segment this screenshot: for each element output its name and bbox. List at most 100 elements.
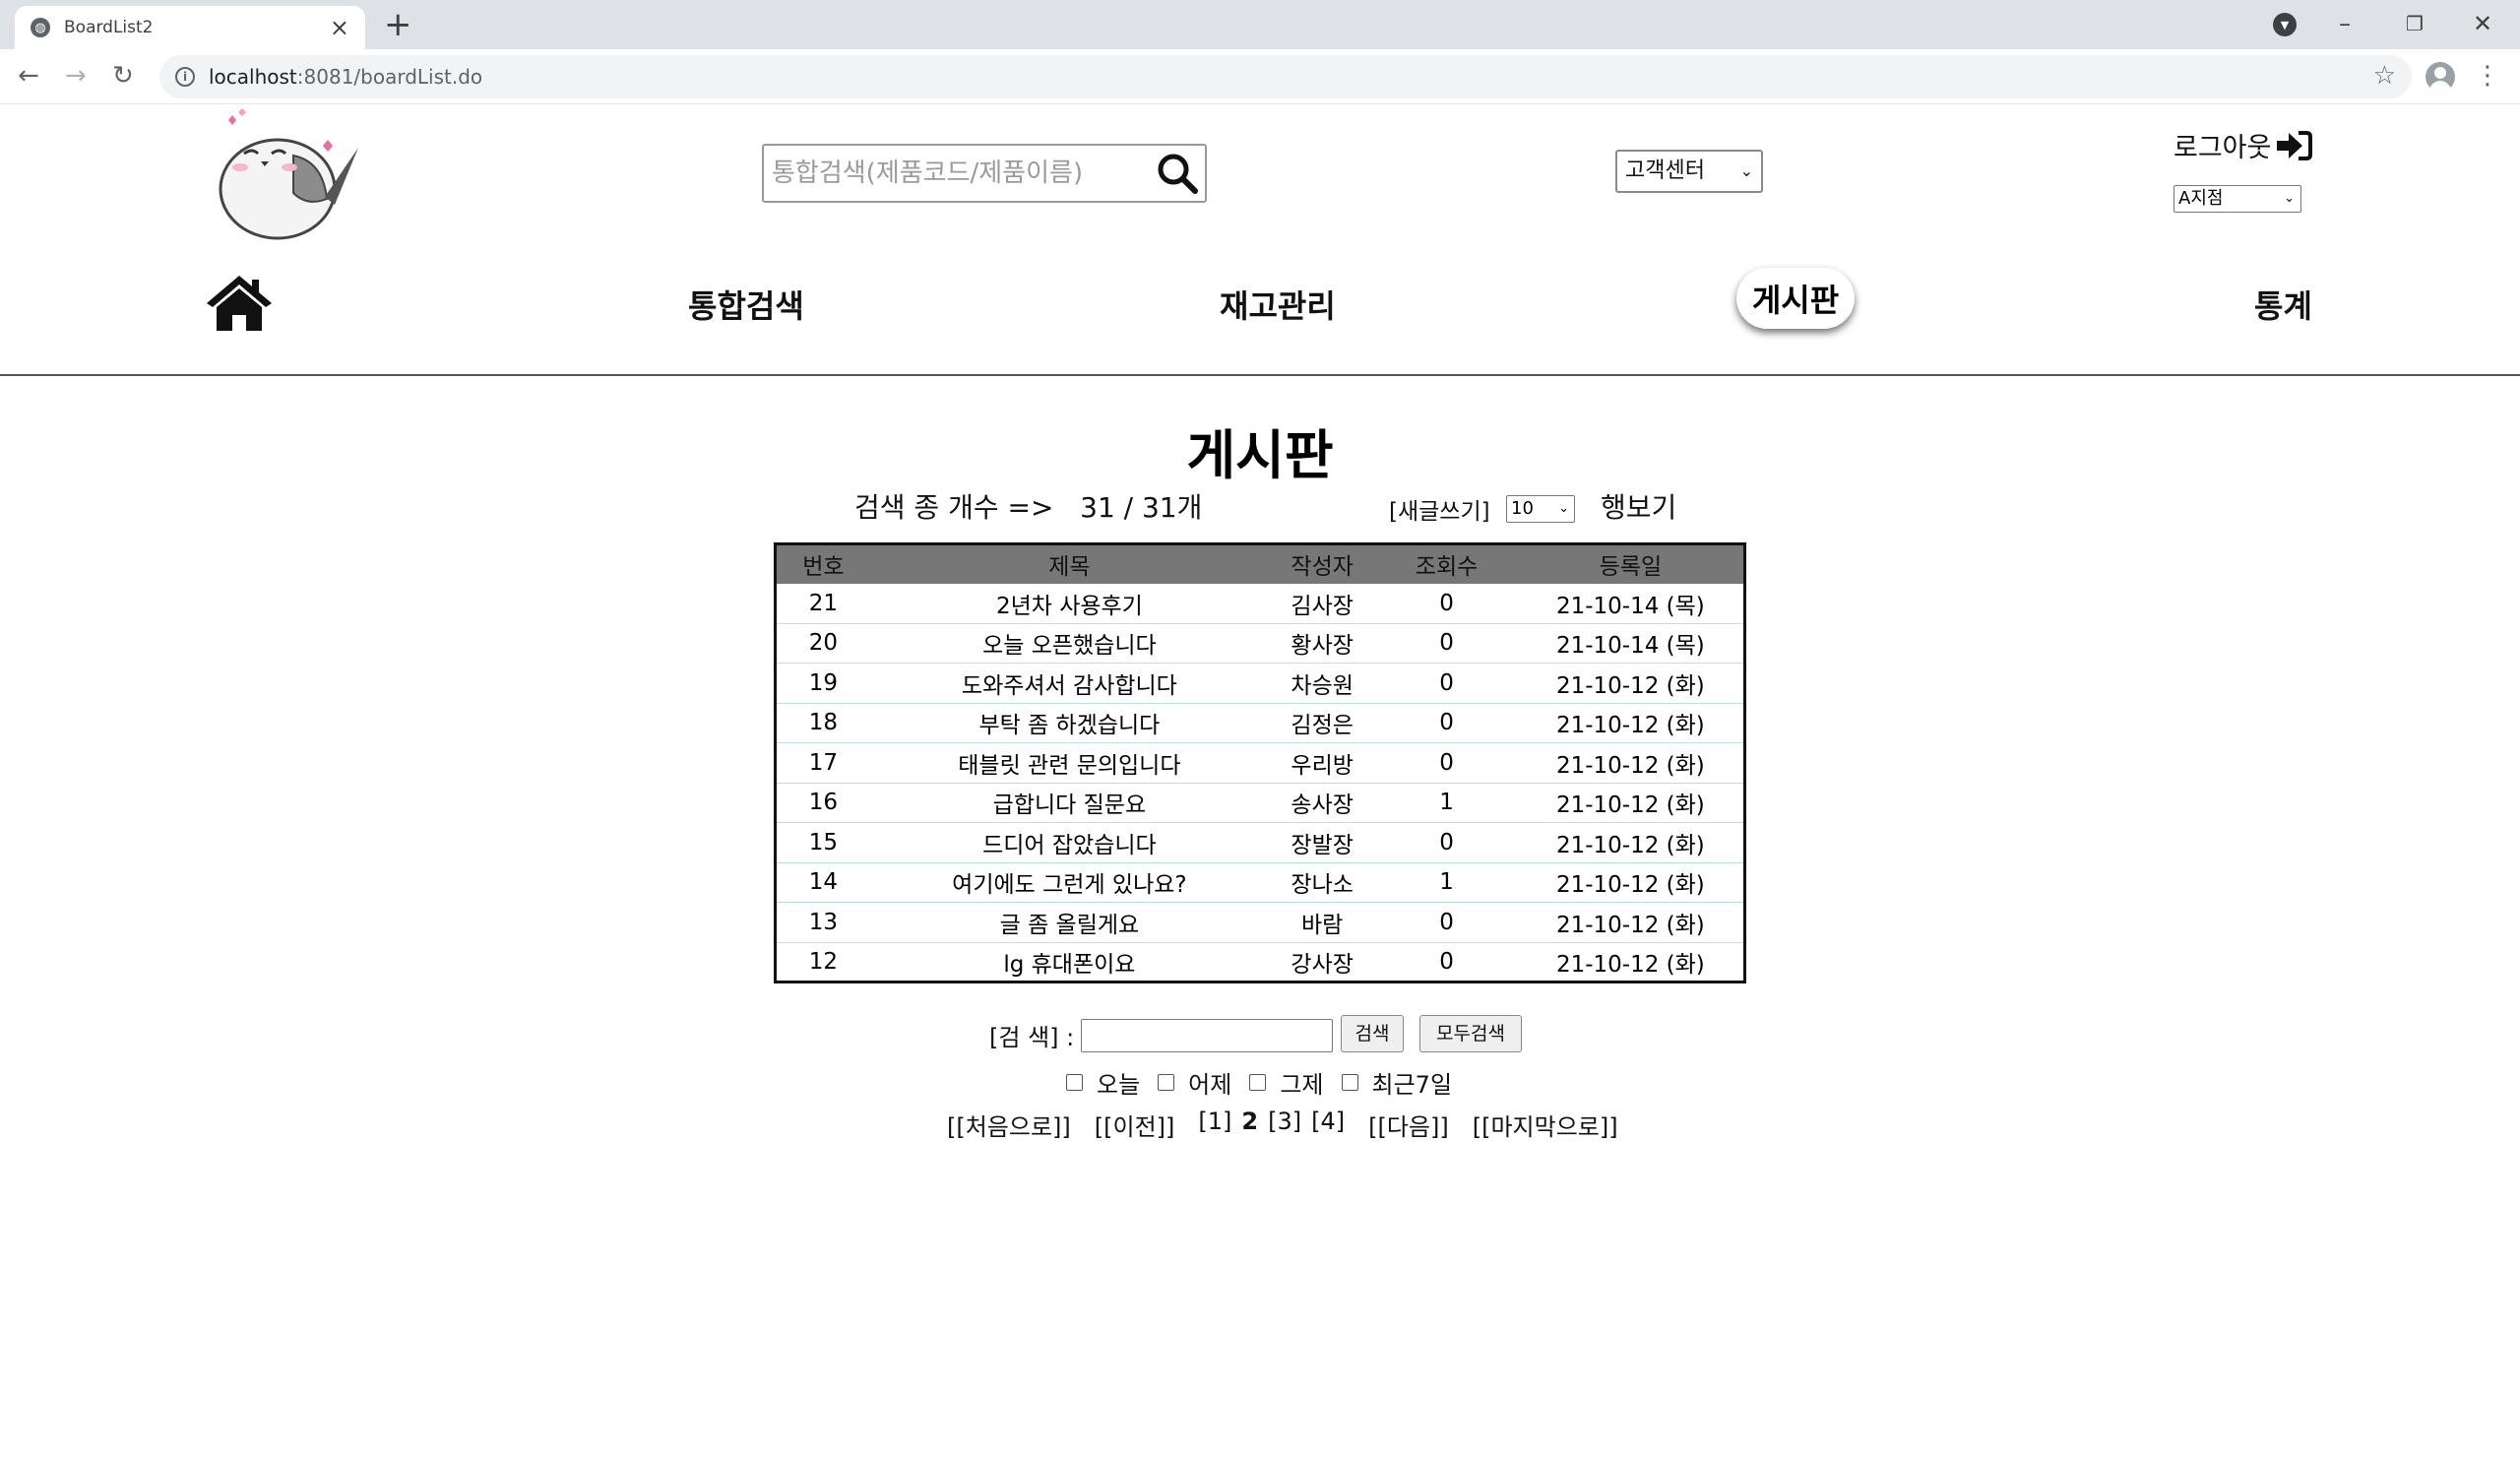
logout-link[interactable]: 로그아웃 <box>2174 126 2313 164</box>
post-views: 0 <box>1439 948 1454 975</box>
new-tab-icon[interactable]: + <box>384 5 412 44</box>
post-date: 21-10-14 (목) <box>1517 583 1745 624</box>
menu-icon[interactable]: ⋮ <box>2475 61 2500 91</box>
post-writer: 차승원 <box>1269 663 1376 704</box>
bookmark-star-icon[interactable]: ☆ <box>2372 61 2396 91</box>
global-search-input[interactable] <box>764 146 1150 201</box>
address-bar[interactable]: i localhost:8081/boardList.do ☆ <box>159 55 2412 98</box>
chevron-down-icon: ⌄ <box>1739 161 1753 180</box>
nav-inventory[interactable]: 재고관리 <box>1220 287 1336 325</box>
checkbox[interactable] <box>1158 1074 1175 1091</box>
post-views: 0 <box>1375 742 1518 784</box>
tab-search-icon[interactable]: ▼ <box>2273 13 2297 36</box>
url-path: :8081/boardList.do <box>296 65 483 89</box>
board-search-input[interactable] <box>1081 1019 1333 1052</box>
col-header-date: 등록일 <box>1517 543 1745 584</box>
reload-icon[interactable]: ↻ <box>112 61 134 91</box>
branch-label: A지점 <box>2178 188 2224 209</box>
profile-icon[interactable] <box>2426 62 2455 92</box>
page-last-link[interactable]: [[마지막으로]] <box>1472 1113 1618 1141</box>
board-table: 번호 제목 작성자 조회수 등록일 21 2년차 사용후기 김사장 0 21-1… <box>774 542 1746 983</box>
table-row: 12 lg 휴대폰이요 강사장 0 21-10-12 (화) <box>776 942 1745 982</box>
post-date: 21-10-12 (화) <box>1517 742 1745 784</box>
post-title-link[interactable]: 부탁 좀 하겠습니다 <box>869 703 1269 743</box>
table-row: 14 여기에도 그런게 있나요? 장나소 1 21-10-12 (화) <box>775 862 1745 903</box>
chevron-down-icon: ⌄ <box>2284 191 2295 206</box>
bird-logo[interactable] <box>207 108 364 246</box>
post-title-link[interactable]: 여기에도 그런게 있나요? <box>869 862 1269 903</box>
post-title-link[interactable]: 글 좀 올릴게요 <box>869 902 1269 943</box>
site-info-icon[interactable]: i <box>175 67 195 87</box>
window-close-icon[interactable]: ✕ <box>2473 10 2493 37</box>
post-writer: 바람 <box>1269 902 1376 943</box>
table-row: 21 2년차 사용후기 김사장 0 21-10-14 (목) <box>775 583 1745 624</box>
tab-title: BoardList2 <box>64 18 154 37</box>
close-tab-icon[interactable]: × <box>329 14 349 41</box>
post-views: 0 <box>1375 623 1518 664</box>
page-next-link[interactable]: [[다음]] <box>1368 1113 1449 1141</box>
table-row: 15 드디어 잡았습니다 장발장 0 21-10-12 (화) <box>775 822 1745 863</box>
restore-icon[interactable]: ❐ <box>2406 12 2424 35</box>
post-number: 15 <box>775 822 870 863</box>
logout-label: 로그아웃 <box>2174 133 2272 163</box>
browser-tab[interactable]: ◍ BoardList2 × <box>15 6 365 49</box>
page-link[interactable]: [1] <box>1198 1108 1232 1135</box>
period-last-7-days[interactable]: 최근7일 <box>1341 1065 1453 1100</box>
customer-center-select[interactable]: 고객센터 ⌄ <box>1615 150 1763 193</box>
home-icon[interactable] <box>205 274 274 333</box>
nav-statistics[interactable]: 통계 <box>2254 287 2312 325</box>
global-search-box <box>762 144 1207 203</box>
page-first-link[interactable]: [[처음으로]] <box>947 1113 1071 1141</box>
post-number: 17 <box>775 742 870 784</box>
nav-board[interactable]: 게시판 <box>1736 268 1855 329</box>
nav-integrated-search[interactable]: 통합검색 <box>688 287 804 325</box>
period-two-days-ago[interactable]: 그제 <box>1249 1065 1324 1100</box>
post-views: 0 <box>1375 703 1518 743</box>
post-number: 13 <box>775 902 870 943</box>
checkbox[interactable] <box>1066 1074 1083 1091</box>
post-title-link[interactable]: 급합니다 질문요 <box>869 783 1269 823</box>
post-title-link[interactable]: 2년차 사용후기 <box>869 583 1269 624</box>
new-post-link[interactable]: [새글쓰기] <box>1389 499 1490 525</box>
rows-per-page-value: 10 <box>1511 498 1534 519</box>
post-writer: 장발장 <box>1269 822 1376 863</box>
table-row: 17 태블릿 관련 문의입니다 우리방 0 21-10-12 (화) <box>775 742 1745 784</box>
post-views: 0 <box>1375 822 1518 863</box>
post-title-link[interactable]: lg 휴대폰이요 <box>1003 951 1136 978</box>
post-title-link[interactable]: 드디어 잡았습니다 <box>869 822 1269 863</box>
post-writer: 황사장 <box>1269 623 1376 664</box>
minimize-icon[interactable]: – <box>2339 10 2351 37</box>
checkbox[interactable] <box>1249 1074 1267 1091</box>
page-title: 게시판 <box>1186 424 1334 486</box>
post-date: 21-10-12 (화) <box>1517 703 1745 743</box>
post-number: 21 <box>775 583 870 624</box>
post-date: 21-10-12 (화) <box>1517 663 1745 704</box>
back-icon[interactable]: ← <box>18 61 39 91</box>
period-yesterday[interactable]: 어제 <box>1158 1065 1231 1100</box>
post-number: 16 <box>775 783 870 823</box>
chevron-down-icon: ⌄ <box>1558 501 1569 516</box>
search-button[interactable]: 검색 <box>1341 1015 1404 1052</box>
table-header-row: 번호 제목 작성자 조회수 등록일 <box>775 543 1745 584</box>
post-number: 14 <box>775 862 870 903</box>
post-title-link[interactable]: 도와주셔서 감사합니다 <box>869 663 1269 704</box>
rows-per-page-select[interactable]: 10 ⌄ <box>1506 495 1575 523</box>
checkbox[interactable] <box>1341 1074 1358 1091</box>
post-title-link[interactable]: 태블릿 관련 문의입니다 <box>869 742 1269 784</box>
search-all-button[interactable]: 모두검색 <box>1419 1015 1522 1052</box>
post-writer: 강사장 <box>1291 951 1354 978</box>
url-host: localhost <box>209 65 297 89</box>
period-last-7-days-label: 최근7일 <box>1371 1071 1453 1099</box>
col-header-writer: 작성자 <box>1269 543 1376 584</box>
forward-icon[interactable]: → <box>65 61 87 91</box>
page-link[interactable]: [3] <box>1268 1108 1302 1135</box>
branch-select[interactable]: A지점 ⌄ <box>2174 185 2301 213</box>
globe-icon: ◍ <box>31 18 50 37</box>
search-icon[interactable] <box>1150 146 1205 201</box>
table-row: 19 도와주셔서 감사합니다 차승원 0 21-10-12 (화) <box>775 663 1745 704</box>
post-title-link[interactable]: 오늘 오픈했습니다 <box>869 623 1269 664</box>
post-number: 20 <box>775 623 870 664</box>
page-prev-link[interactable]: [[이전]] <box>1094 1113 1175 1141</box>
period-today[interactable]: 오늘 <box>1066 1065 1140 1100</box>
page-link[interactable]: [4] <box>1311 1108 1346 1135</box>
